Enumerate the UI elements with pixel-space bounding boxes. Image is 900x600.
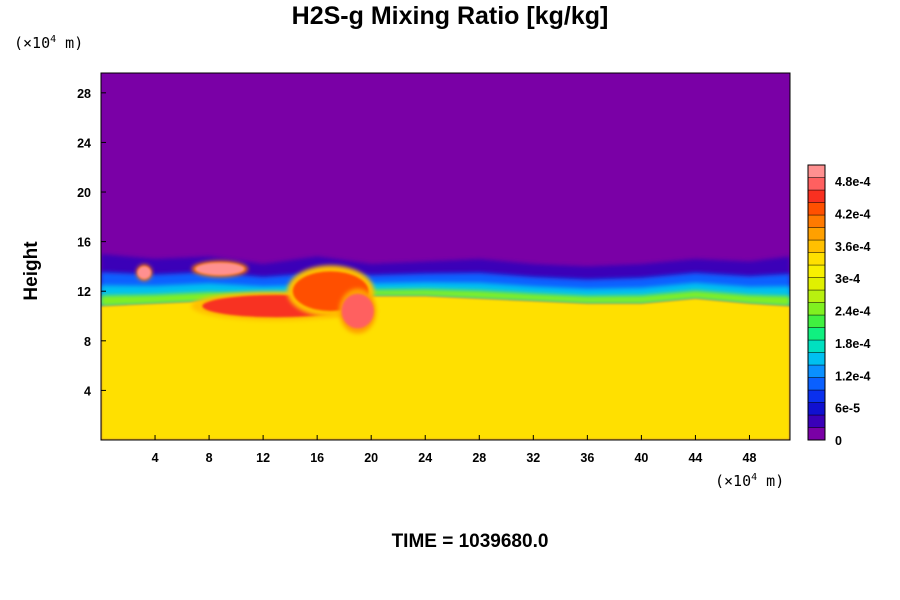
x-tick-label: 28	[472, 451, 486, 465]
y-tick-label: 8	[84, 335, 91, 349]
colorbar-swatch	[807, 189, 826, 203]
colorbar-tick-label: 4.8e-4	[835, 175, 870, 189]
colorbar-frame	[807, 164, 826, 441]
x-tick-label: 44	[688, 451, 702, 465]
y-tick-label: 24	[77, 136, 91, 150]
x-axis-unit: (×104 m)	[715, 472, 785, 490]
colorbar-swatch	[807, 327, 826, 341]
colorbar-swatch	[807, 377, 826, 391]
colorbar-swatch	[807, 389, 826, 403]
x-tick-label: 12	[256, 451, 270, 465]
colorbar-tick-label: 1.8e-4	[835, 337, 870, 351]
colorbar-swatch	[807, 302, 826, 316]
colorbar-swatch	[807, 427, 826, 441]
colorbar-swatch	[807, 227, 826, 241]
time-label: TIME = 1039680.0	[391, 531, 549, 552]
x-tick-label: 40	[634, 451, 648, 465]
x-tick-label: 20	[364, 451, 378, 465]
colorbar-swatch	[807, 264, 826, 278]
hot-spot-3	[195, 262, 245, 276]
colorbar-swatch	[807, 177, 826, 191]
x-tick-label: 24	[418, 451, 432, 465]
x-tick-label: 8	[206, 451, 213, 465]
y-axis: 4 8 12 16 20 24 28	[77, 87, 106, 398]
colorbar-swatch	[807, 352, 826, 366]
colorbar-tick-label: 2.4e-4	[835, 305, 870, 319]
x-tick-label: 4	[152, 451, 159, 465]
colorbar-swatch	[807, 289, 826, 303]
colorbar-tick-label: 6e-5	[835, 402, 860, 416]
colorbar-swatch	[807, 314, 826, 328]
hot-spot-2	[341, 293, 374, 329]
x-axis: 4 8 12 16 20 24 28 32 36 40 44 48	[152, 435, 757, 465]
colorbar-swatch	[807, 402, 826, 416]
lower-region	[101, 296, 790, 440]
x-tick-label: 48	[743, 451, 757, 465]
colorbar-swatch	[807, 214, 826, 228]
colorbar-swatch	[807, 239, 826, 253]
colorbar-swatch	[807, 252, 826, 266]
colorbar-tick-label: 0	[835, 434, 842, 448]
x-tick-label: 32	[526, 451, 540, 465]
colorbar-tick-label: 3e-4	[835, 272, 860, 286]
x-tick-label: 36	[580, 451, 594, 465]
colorbar-tick-label: 3.6e-4	[835, 240, 870, 254]
colorbar-tick-label: 4.2e-4	[835, 208, 870, 222]
y-axis-unit: (×104 m)	[14, 34, 84, 52]
colorbar-tick-label: 1.2e-4	[835, 369, 870, 383]
y-tick-label: 20	[77, 186, 91, 200]
colorbar-swatch	[807, 339, 826, 353]
colorbar-swatch	[807, 202, 826, 216]
colorbar-swatch	[807, 277, 826, 291]
chart-title: H2S-g Mixing Ratio [kg/kg]	[291, 2, 609, 30]
colorbar: 0 6e-5 1.2e-4 1.8e-4 2.4e-4 3e-4 3.6e-4 4.2e-4 4…	[807, 164, 870, 448]
y-tick-label: 28	[77, 87, 91, 101]
y-tick-label: 16	[77, 236, 91, 250]
hot-spot-4	[137, 266, 151, 279]
x-tick-label: 16	[310, 451, 324, 465]
y-tick-label: 4	[84, 384, 91, 398]
y-tick-label: 12	[77, 285, 91, 299]
heatmap-area	[101, 73, 790, 440]
colorbar-swatch	[807, 164, 826, 178]
colorbar-swatch	[807, 414, 826, 428]
colorbar-swatch	[807, 364, 826, 378]
plot-frame	[100, 72, 791, 441]
plume-band-3	[101, 289, 790, 307]
